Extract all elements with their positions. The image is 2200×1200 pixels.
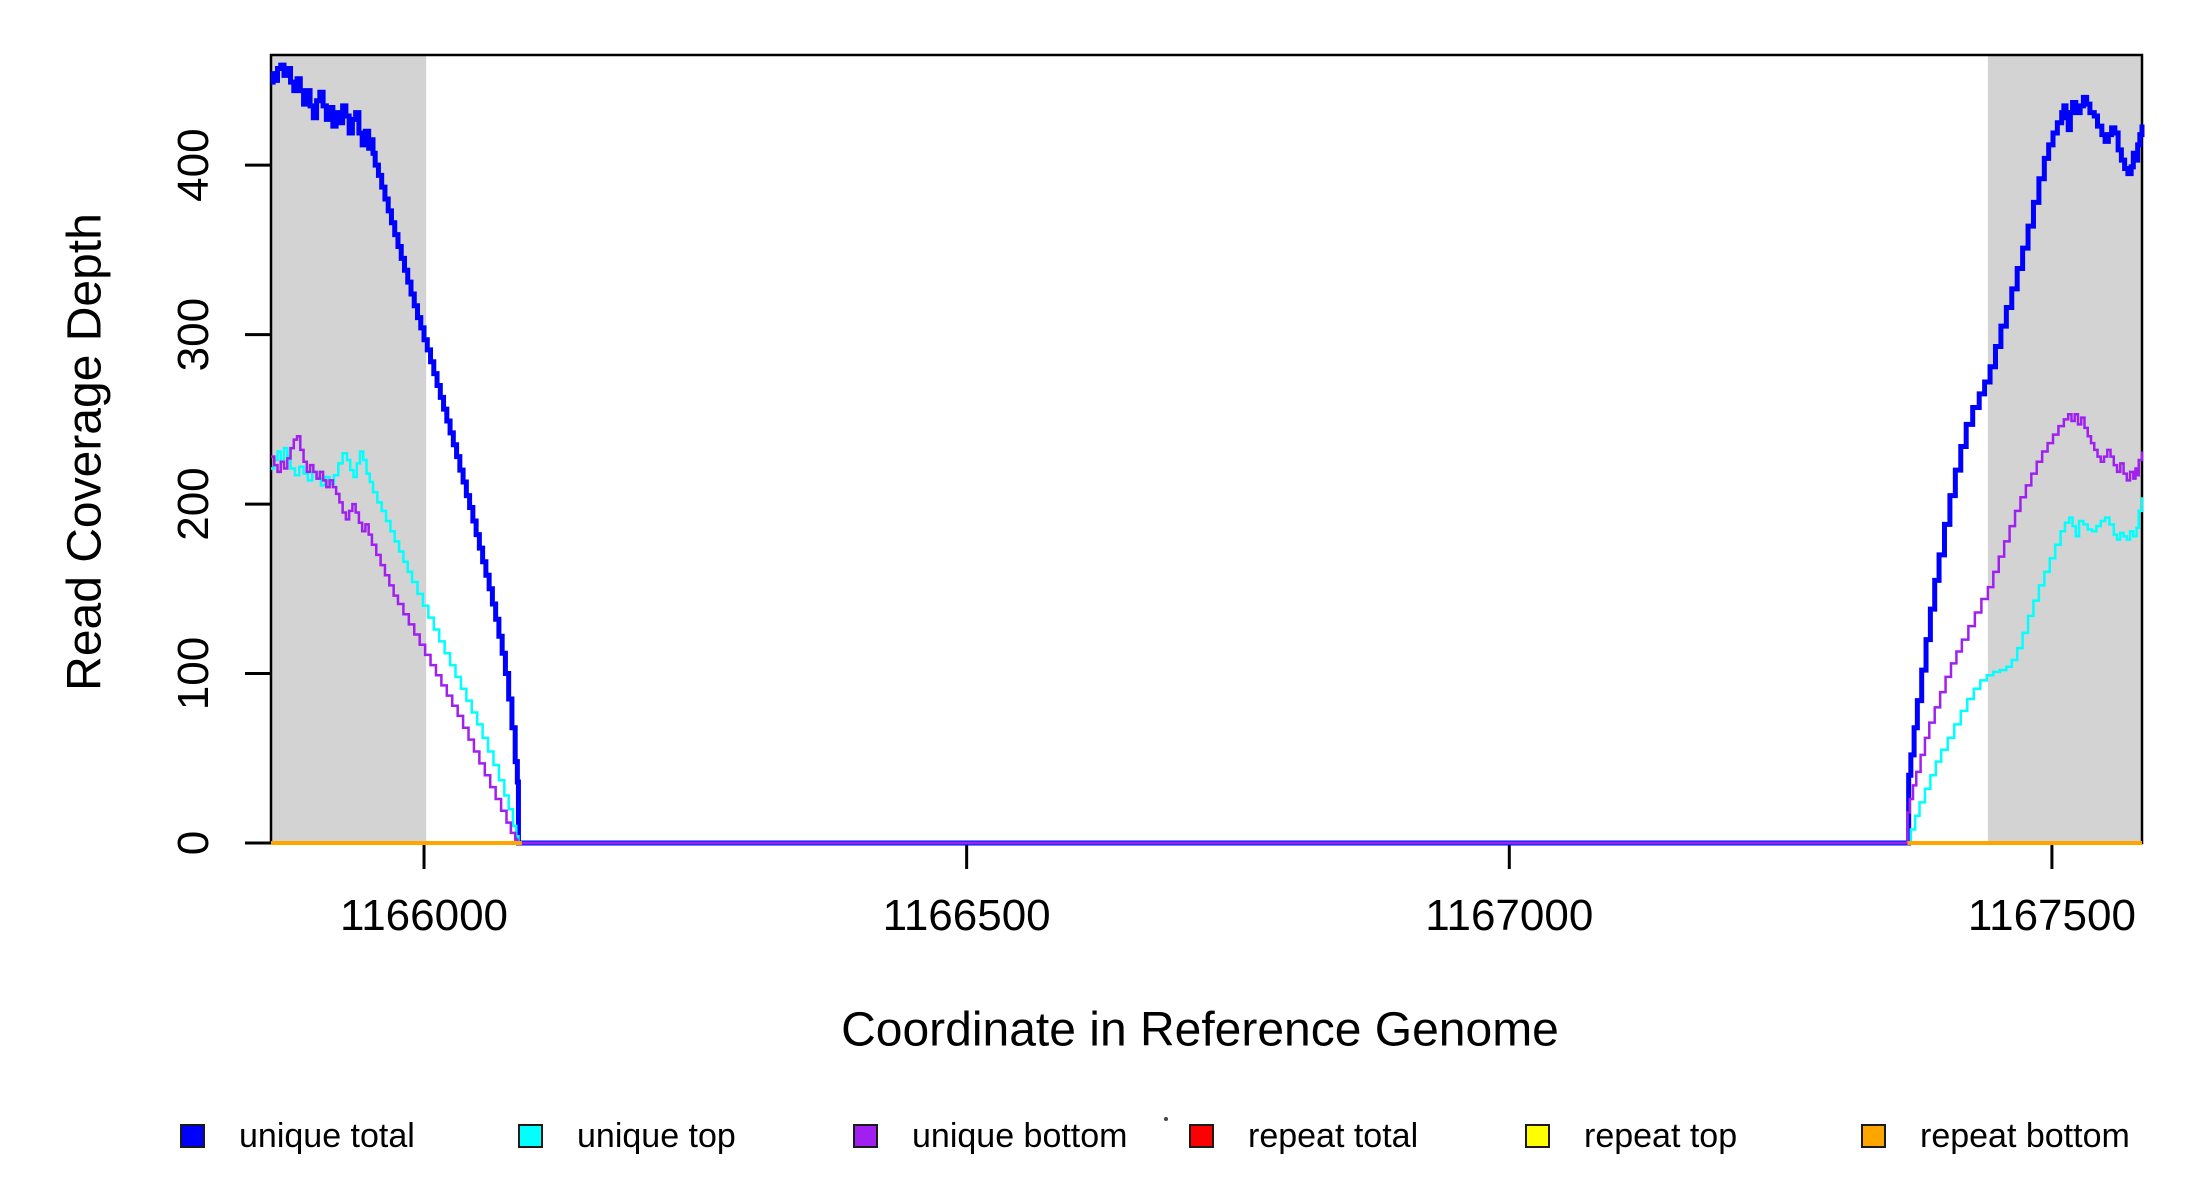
x-tick-label: 1167000: [1425, 891, 1593, 940]
stray-dot: [1164, 1117, 1168, 1121]
legend-item-repeat-bottom: repeat bottom: [1861, 1117, 2130, 1155]
x-tick-label: 1166000: [340, 891, 508, 940]
series-unique-top: [271, 446, 2144, 845]
y-axis-title: Read Coverage Depth: [58, 213, 112, 691]
legend-item-repeat-top: repeat top: [1525, 1117, 1738, 1155]
series-unique-total: [270, 62, 2145, 846]
legend-label: unique total: [239, 1117, 415, 1155]
legend-label: repeat total: [1248, 1117, 1419, 1155]
series-unique-bottom: [271, 413, 2144, 845]
y-tick-label: 300: [169, 298, 218, 371]
repeat-bottom-swatch: [1861, 1124, 1886, 1148]
y-tick-label: 100: [169, 637, 218, 710]
repeat-top-swatch: [1525, 1124, 1550, 1148]
repeat-total-swatch: [1189, 1124, 1214, 1148]
plot-box: [269, 53, 2144, 845]
legend-item-unique-bottom: unique bottom: [853, 1117, 1128, 1155]
unique-top-swatch: [518, 1124, 543, 1148]
legend-label: unique bottom: [912, 1117, 1128, 1155]
legend-label: unique top: [577, 1117, 736, 1155]
legend-item-unique-total: unique total: [180, 1117, 415, 1155]
x-tick-label: 1166500: [883, 891, 1051, 940]
legend-item-unique-top: unique top: [518, 1117, 736, 1155]
legend-label: repeat bottom: [1920, 1117, 2130, 1155]
x-tick-label: 1167500: [1968, 891, 2136, 940]
y-tick-label: 0: [169, 831, 218, 855]
unique-bottom-swatch: [853, 1124, 878, 1148]
repeat-region-right: [1987, 55, 2142, 843]
x-axis-title: Coordinate in Reference Genome: [841, 1003, 1559, 1057]
y-tick-label: 200: [169, 467, 218, 540]
y-tick-label: 400: [169, 128, 218, 201]
legend-item-repeat-total: repeat total: [1189, 1117, 1419, 1155]
repeat-region-left: [271, 55, 427, 843]
unique-total-swatch: [180, 1124, 205, 1148]
legend-label: repeat top: [1584, 1117, 1738, 1155]
